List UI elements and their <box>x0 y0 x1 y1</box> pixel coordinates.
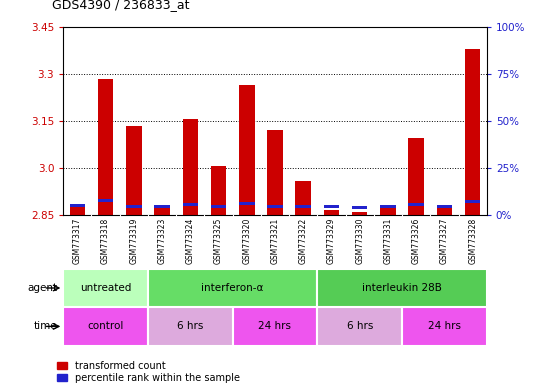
Bar <box>233 307 317 346</box>
Text: GSM773331: GSM773331 <box>383 218 393 264</box>
Text: GSM773324: GSM773324 <box>186 218 195 264</box>
Bar <box>239 202 255 205</box>
Text: GSM773327: GSM773327 <box>440 218 449 264</box>
Bar <box>70 207 85 215</box>
Bar <box>155 207 170 215</box>
Bar <box>317 269 487 307</box>
Bar <box>317 307 402 346</box>
Text: GSM773326: GSM773326 <box>411 218 421 264</box>
Bar <box>352 206 367 209</box>
Bar <box>98 199 113 202</box>
Text: agent: agent <box>28 283 58 293</box>
Text: interleukin 28B: interleukin 28B <box>362 283 442 293</box>
Text: GSM773320: GSM773320 <box>242 218 251 264</box>
Bar <box>409 138 424 215</box>
Text: GSM773317: GSM773317 <box>73 218 82 264</box>
Bar <box>126 126 141 215</box>
Bar <box>352 212 367 215</box>
Bar <box>70 204 85 207</box>
Text: 24 hrs: 24 hrs <box>258 321 292 331</box>
Bar <box>295 205 311 207</box>
Bar <box>437 205 452 207</box>
Text: GSM773321: GSM773321 <box>271 218 279 264</box>
Text: 6 hrs: 6 hrs <box>177 321 204 331</box>
Text: GSM773322: GSM773322 <box>299 218 308 264</box>
Text: GSM773329: GSM773329 <box>327 218 336 264</box>
Text: GSM773318: GSM773318 <box>101 218 110 264</box>
Bar <box>239 85 255 215</box>
Bar <box>295 180 311 215</box>
Text: time: time <box>34 321 58 331</box>
Text: GSM773323: GSM773323 <box>157 218 167 264</box>
Text: GSM773325: GSM773325 <box>214 218 223 264</box>
Text: GSM773328: GSM773328 <box>468 218 477 264</box>
Bar <box>63 307 148 346</box>
Bar <box>402 307 487 346</box>
Bar <box>267 205 283 207</box>
Text: 6 hrs: 6 hrs <box>346 321 373 331</box>
Bar <box>211 205 226 207</box>
Text: GSM773319: GSM773319 <box>129 218 139 264</box>
Text: 24 hrs: 24 hrs <box>428 321 461 331</box>
Text: GDS4390 / 236833_at: GDS4390 / 236833_at <box>52 0 190 12</box>
Bar <box>63 269 148 307</box>
Bar <box>324 210 339 215</box>
Text: GSM773330: GSM773330 <box>355 218 364 264</box>
Bar <box>148 269 317 307</box>
Bar <box>324 205 339 207</box>
Bar <box>267 131 283 215</box>
Bar <box>437 207 452 215</box>
Bar <box>380 207 395 215</box>
Bar <box>155 205 170 207</box>
Text: control: control <box>87 321 124 331</box>
Bar <box>465 49 480 215</box>
Bar <box>409 204 424 206</box>
Text: untreated: untreated <box>80 283 131 293</box>
Bar <box>465 200 480 203</box>
Bar <box>183 204 198 206</box>
Bar <box>211 166 226 215</box>
Bar <box>183 119 198 215</box>
Bar <box>98 79 113 215</box>
Bar <box>380 205 395 207</box>
Bar <box>148 307 233 346</box>
Bar <box>126 205 141 207</box>
Text: interferon-α: interferon-α <box>201 283 264 293</box>
Legend: transformed count, percentile rank within the sample: transformed count, percentile rank withi… <box>57 361 240 383</box>
